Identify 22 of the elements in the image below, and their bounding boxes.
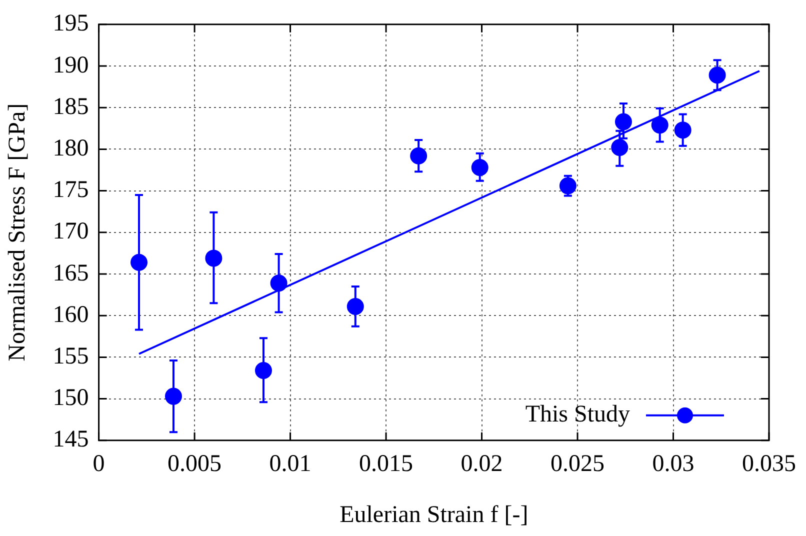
x-tick-label: 0.03 xyxy=(652,451,694,478)
x-tick-label: 0 xyxy=(92,451,105,478)
y-tick-label: 195 xyxy=(52,10,89,37)
x-tick-label: 0.015 xyxy=(359,451,414,478)
y-tick-label: 155 xyxy=(52,343,89,370)
y-tick-label: 145 xyxy=(52,426,89,453)
y-tick-label: 165 xyxy=(52,260,89,286)
legend-label: This Study xyxy=(525,402,630,428)
x-tick-label: 0.025 xyxy=(550,451,605,478)
y-tick-label: 185 xyxy=(52,94,89,120)
x-tick-label: 0.035 xyxy=(742,451,796,478)
x-tick-label: 0.02 xyxy=(460,451,503,478)
y-tick-label: 160 xyxy=(52,302,89,328)
x-tick-label: 0.005 xyxy=(168,451,222,478)
y-axis-title: Normalised Stress F [GPa] xyxy=(4,103,31,362)
x-axis-title: Eulerian Strain f [-] xyxy=(340,502,528,528)
y-tick-label: 170 xyxy=(52,218,89,245)
y-tick-label: 180 xyxy=(52,135,89,162)
y-tick-label: 175 xyxy=(52,177,89,204)
x-tick-label: 0.01 xyxy=(269,451,312,478)
y-tick-label: 190 xyxy=(52,52,89,78)
y-tick-label: 150 xyxy=(52,385,89,412)
